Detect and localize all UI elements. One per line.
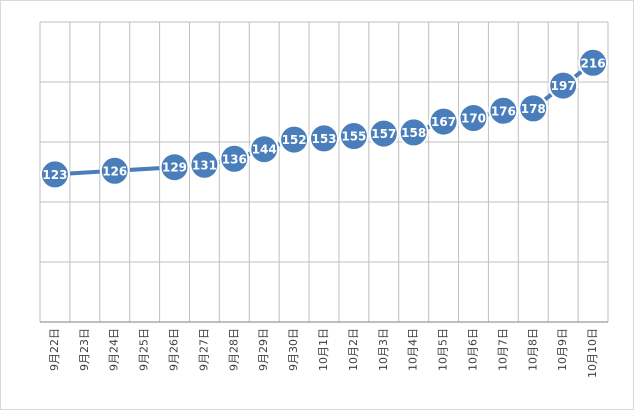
data-label: 144 (252, 143, 277, 157)
x-tick-label: 9月27日 (197, 328, 210, 371)
x-tick-label: 9月30日 (287, 328, 300, 371)
data-label: 155 (341, 130, 366, 144)
marker (398, 117, 429, 148)
data-label: 126 (102, 164, 127, 178)
x-tick-label: 9月29日 (257, 328, 270, 371)
marker (39, 159, 70, 190)
x-tick-label: 10月9日 (556, 328, 569, 371)
x-tick-label: 10月4日 (407, 328, 420, 371)
data-label: 129 (162, 161, 187, 175)
data-label: 131 (192, 158, 217, 172)
x-tick-label: 9月26日 (168, 328, 181, 371)
x-tick-label: 10月2日 (347, 328, 360, 371)
marker (368, 118, 399, 149)
data-label: 157 (371, 127, 396, 141)
marker (578, 47, 609, 78)
marker (338, 121, 369, 151)
x-tick-label: 10月8日 (526, 328, 539, 371)
x-tick-label: 9月23日 (78, 328, 91, 371)
data-label: 167 (431, 115, 456, 129)
marker (488, 95, 519, 126)
marker (99, 155, 130, 186)
marker (279, 124, 310, 155)
data-label: 216 (581, 56, 606, 70)
x-tick-label: 9月25日 (138, 328, 151, 371)
marker (458, 103, 489, 133)
marker (518, 93, 549, 124)
data-label: 158 (401, 126, 426, 140)
x-tick-label: 10月3日 (377, 328, 390, 371)
data-label: 123 (42, 168, 67, 182)
data-label: 153 (311, 132, 336, 146)
x-tick-label: 9月28日 (227, 328, 240, 371)
data-label: 178 (521, 102, 546, 116)
x-tick-label: 10月1日 (317, 328, 330, 371)
marker (159, 152, 190, 183)
data-label: 170 (461, 112, 486, 126)
x-tick-label: 10月10日 (586, 328, 599, 378)
x-tick-label: 9月24日 (108, 328, 121, 371)
marker (249, 134, 280, 165)
data-label: 152 (282, 133, 307, 147)
marker (309, 123, 339, 154)
x-tick-label: 9月22日 (48, 328, 61, 371)
data-label: 197 (551, 79, 576, 93)
data-label: 136 (222, 152, 247, 166)
data-label: 176 (491, 104, 516, 118)
marker (189, 149, 220, 180)
x-tick-label: 10月7日 (496, 328, 509, 371)
x-tick-label: 10月6日 (466, 328, 479, 371)
marker (428, 106, 459, 137)
x-tick-label: 10月5日 (437, 328, 450, 371)
marker (548, 70, 579, 101)
marker (219, 143, 250, 174)
